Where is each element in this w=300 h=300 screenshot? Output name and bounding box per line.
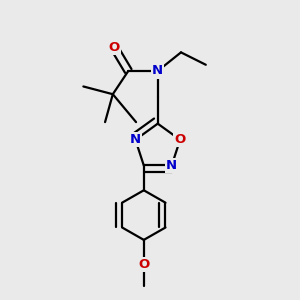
Text: O: O (138, 258, 149, 271)
Text: O: O (109, 41, 120, 54)
Text: N: N (152, 64, 163, 77)
Text: N: N (166, 159, 177, 172)
Text: N: N (130, 133, 141, 146)
Text: O: O (174, 133, 186, 146)
